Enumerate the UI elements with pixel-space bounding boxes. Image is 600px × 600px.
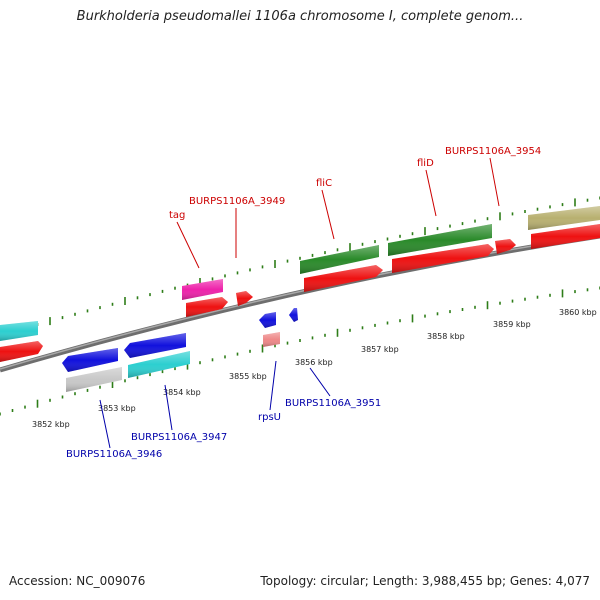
- chromosome-backbone: [0, 233, 600, 373]
- gene-khaki-right[interactable]: [528, 206, 600, 230]
- gene-label-tag[interactable]: tag: [169, 210, 185, 221]
- gene-flid-green[interactable]: [388, 224, 492, 256]
- gene-red-fwd-left[interactable]: [0, 341, 43, 362]
- gene-3947-blue[interactable]: [124, 333, 186, 358]
- axis-label: 3853 kbp: [98, 404, 136, 413]
- gene-red-right[interactable]: [531, 224, 600, 249]
- gene-tag-red[interactable]: [186, 297, 228, 317]
- gene-label-burps1106a-3946[interactable]: BURPS1106A_3946: [66, 449, 162, 460]
- axis-label: 3854 kbp: [163, 388, 201, 397]
- gene-3947-cyan[interactable]: [128, 351, 190, 378]
- axis-label: 3860 kbp: [559, 308, 597, 317]
- map-title: Burkholderia pseudomallei 1106a chromoso…: [76, 9, 524, 24]
- gene-label-flic[interactable]: fliC: [316, 178, 332, 189]
- gene-flid-red[interactable]: [392, 244, 494, 273]
- reverse-genes: [62, 308, 298, 392]
- axis-label: 3858 kbp: [427, 332, 465, 341]
- gene-label-burps1106a-3951[interactable]: BURPS1106A_3951: [285, 398, 381, 409]
- axis-label: 3856 kbp: [295, 358, 333, 367]
- gene-3946-blue[interactable]: [62, 348, 118, 372]
- gene-3949-red[interactable]: [236, 291, 253, 306]
- forward-gene-labels: tag BURPS1106A_3949 fliC fliD BURPS1106A…: [169, 146, 541, 221]
- axis-label: 3857 kbp: [361, 345, 399, 354]
- axis-label: 3855 kbp: [229, 372, 267, 381]
- reverse-leader-lines: [99, 360, 331, 449]
- gene-flic-red[interactable]: [304, 265, 383, 292]
- axis-label: 3852 kbp: [32, 420, 70, 429]
- forward-leader-lines: [176, 157, 500, 269]
- gene-label-burps1106a-3954[interactable]: BURPS1106A_3954: [445, 146, 541, 157]
- gene-label-burps1106a-3947[interactable]: BURPS1106A_3947: [131, 432, 227, 443]
- gene-cyan-fwd-left[interactable]: [0, 321, 38, 341]
- gene-flic-green[interactable]: [300, 245, 379, 274]
- gene-rpsu-blue[interactable]: [259, 312, 276, 328]
- genome-summary-text: Topology: circular; Length: 3,988,455 bp…: [260, 574, 590, 588]
- gene-rpsu-pink[interactable]: [263, 332, 280, 347]
- gene-3951-blue[interactable]: [289, 308, 298, 322]
- gene-label-rpsu[interactable]: rpsU: [258, 412, 281, 423]
- gene-label-flid[interactable]: fliD: [417, 158, 434, 169]
- reverse-gene-labels: BURPS1106A_3946 BURPS1106A_3947 rpsU BUR…: [66, 398, 381, 460]
- axis-label: 3859 kbp: [493, 320, 531, 329]
- gene-3954-red[interactable]: [495, 239, 516, 254]
- axis-labels: 3852 kbp 3853 kbp 3854 kbp 3855 kbp 3856…: [32, 308, 597, 429]
- gene-label-burps1106a-3949[interactable]: BURPS1106A_3949: [189, 196, 285, 207]
- gene-tag-magenta[interactable]: [182, 279, 223, 300]
- forward-genes: [0, 206, 600, 362]
- accession-text: Accession: NC_009076: [9, 574, 146, 588]
- gene-3946-grey[interactable]: [66, 367, 122, 392]
- reverse-tick-row: [0, 286, 600, 416]
